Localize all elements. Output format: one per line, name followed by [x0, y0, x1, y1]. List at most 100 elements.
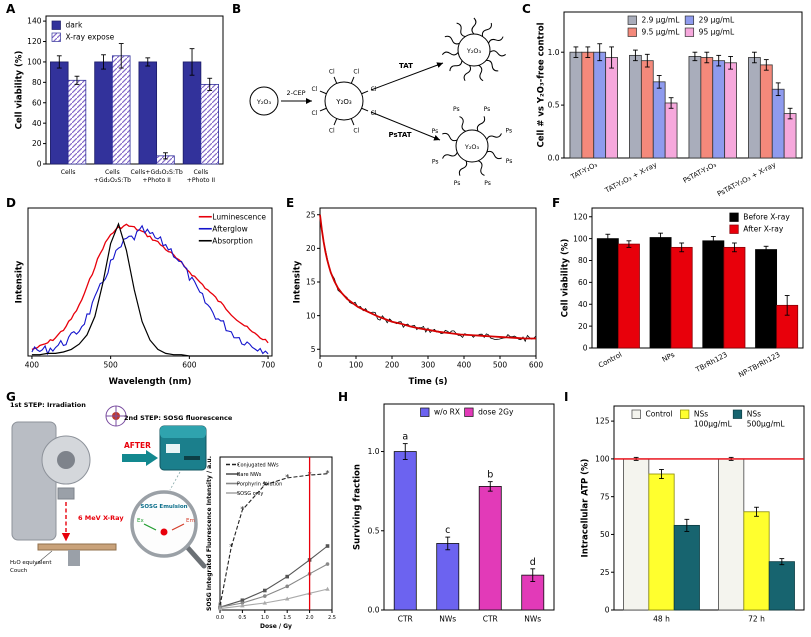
svg-text:50: 50 [600, 530, 610, 539]
svg-text:200: 200 [385, 361, 400, 370]
svg-text:Intracellular ATP (%): Intracellular ATP (%) [581, 458, 591, 557]
svg-text:Cells+Gd₂O₂S:Tb+Photo II: Cells+Gd₂O₂S:Tb +Photo II [131, 169, 183, 184]
svg-text:Cell viability (%): Cell viability (%) [15, 51, 25, 130]
svg-text:SOSG only: SOSG only [237, 491, 263, 497]
svg-text:Ps: Ps [484, 106, 491, 113]
svg-text:75: 75 [600, 492, 610, 501]
svg-text:80: 80 [578, 256, 588, 265]
svg-text:dose 2Gy: dose 2Gy [478, 407, 514, 416]
svg-text:NSs: NSs [694, 409, 708, 418]
svg-text:0.5: 0.5 [238, 615, 246, 621]
irradiation-sosg-diagram: 1st STEP: Irradiation 6 MeV X-Ray H₂O eq… [8, 396, 338, 634]
svg-text:72 h: 72 h [748, 615, 765, 624]
svg-text:Cells+Photo II: Cells +Photo II [187, 169, 216, 184]
svg-text:25: 25 [306, 210, 316, 219]
svg-text:300: 300 [421, 361, 436, 370]
svg-text:5: 5 [311, 345, 316, 354]
svg-text:400: 400 [457, 361, 472, 370]
pstat-nanoparticle-circle [455, 129, 489, 163]
svg-text:Ps: Ps [506, 158, 513, 165]
svg-text:*: * [285, 473, 289, 482]
svg-text:29 μg/mL: 29 μg/mL [699, 15, 735, 24]
y2o3-label: Y₂O₃ [335, 98, 352, 106]
svg-text:Ps: Ps [432, 128, 439, 135]
svg-text:*: * [326, 469, 330, 478]
svg-text:Cl: Cl [353, 68, 359, 75]
svg-text:500: 500 [103, 361, 118, 370]
svg-text:Wavelength (nm): Wavelength (nm) [109, 377, 192, 387]
svg-text:Cells: Cells [61, 169, 76, 176]
spectra-chart: 400 500 600 700 Intensity Wavelength (nm) Lumi… [12, 202, 278, 387]
svg-text:10: 10 [306, 311, 316, 320]
svg-text:Intensity: Intensity [15, 260, 25, 303]
svg-text:2.0: 2.0 [306, 615, 314, 621]
linac-graphic [11, 421, 117, 567]
tat-arrow [370, 62, 444, 91]
pstat-label: PsTAT [388, 131, 411, 139]
tat-nanoparticle-circle [457, 33, 491, 67]
svg-text:600: 600 [529, 361, 544, 370]
plate-reader-graphic [159, 425, 207, 491]
svg-text:Afterglow: Afterglow [212, 224, 247, 233]
svg-text:CTR: CTR [398, 615, 413, 624]
svg-text:Control: Control [645, 409, 672, 418]
svg-text:PsTAT-Y₂O₃ + X-ray: PsTAT-Y₂O₃ + X-ray [716, 161, 777, 199]
svg-text:PsTAT-Y₂O₃: PsTAT-Y₂O₃ [682, 161, 718, 185]
svg-text:a: a [402, 432, 408, 443]
h2o-equivalent-label: H₂O equivalent [10, 560, 52, 566]
svg-text:*: * [263, 480, 267, 489]
after-label: AFTER [124, 441, 151, 450]
svg-text:100: 100 [349, 361, 364, 370]
svg-text:dark: dark [66, 20, 83, 29]
svg-text:2.9 μg/mL: 2.9 μg/mL [642, 15, 681, 24]
svg-text:40: 40 [578, 300, 588, 309]
svg-text:Cl: Cl [312, 86, 318, 93]
svg-text:Surviving fraction: Surviving fraction [353, 464, 363, 550]
ps-chains: Ps Ps Ps Ps Ps Ps Ps Ps [432, 106, 513, 187]
svg-text:*: * [240, 505, 244, 514]
svg-text:Cl: Cl [312, 110, 318, 117]
emission-label: Em [186, 518, 195, 524]
svg-text:0.0: 0.0 [216, 615, 224, 621]
reagent-label: 2-CEP [286, 89, 305, 97]
svg-text:1.0: 1.0 [261, 615, 269, 621]
surviving-fraction-chart: 0.0 0.5 1.0 Surviving fraction a c b d CTR NWs CTR… [350, 398, 558, 632]
y2o3-core-circle [249, 86, 279, 116]
svg-text:100: 100 [595, 455, 610, 464]
chlorinated-core-circle [324, 81, 364, 121]
svg-text:9.5 μg/mL: 9.5 μg/mL [642, 27, 681, 36]
panel-label-a: A [6, 2, 16, 16]
svg-text:1.5: 1.5 [283, 615, 291, 621]
svg-text:Ps: Ps [505, 127, 512, 134]
svg-text:CTR: CTR [483, 615, 498, 624]
svg-text:125: 125 [595, 417, 610, 426]
svg-text:NWs: NWs [524, 615, 541, 624]
svg-text:0: 0 [583, 344, 588, 353]
svg-text:0: 0 [37, 160, 42, 169]
svg-text:TAT-Y₂O₃: TAT-Y₂O₃ [569, 161, 599, 182]
panel-label-g: G [6, 390, 16, 404]
svg-text:100: 100 [573, 234, 588, 243]
svg-text:c: c [445, 525, 450, 536]
svg-text:Dose / Gy: Dose / Gy [260, 623, 292, 630]
svg-text:15: 15 [306, 278, 316, 287]
panel-label-f: F [552, 196, 561, 210]
svg-text:Cl: Cl [329, 68, 335, 75]
svg-text:Before X-ray: Before X-ray [743, 212, 790, 221]
svg-text:95 μg/mL: 95 μg/mL [699, 27, 735, 36]
svg-text:Cl: Cl [371, 110, 377, 117]
panel-label-h: H [338, 390, 349, 404]
svg-text:SOSG Integrated Fluorescence I: SOSG Integrated Fluorescence Intensity /… [206, 456, 213, 611]
svg-text:Porphyrin solution: Porphyrin solution [237, 481, 282, 487]
decay-curve-chart: 5 10 15 20 25 0 100 200 300 400 500 600 Intensity Tim… [290, 202, 544, 387]
svg-text:Absorption: Absorption [212, 236, 253, 245]
svg-text:TAT-Y₂O₃ + X-ray: TAT-Y₂O₃ + X-ray [603, 161, 658, 195]
svg-text:X-ray expose: X-ray expose [66, 32, 115, 41]
cell-viability-dark-xray-chart: 0 20 40 60 80 100 120 140 Cell viability (%) Cell… [12, 8, 228, 194]
svg-text:Cells+Gd₂O₂S:Tb: Cells +Gd₂O₂S:Tb [94, 169, 132, 184]
svg-text:20: 20 [306, 244, 316, 253]
svg-text:600: 600 [182, 361, 197, 370]
svg-text:20: 20 [578, 322, 588, 331]
tat-label: TAT [399, 62, 413, 70]
